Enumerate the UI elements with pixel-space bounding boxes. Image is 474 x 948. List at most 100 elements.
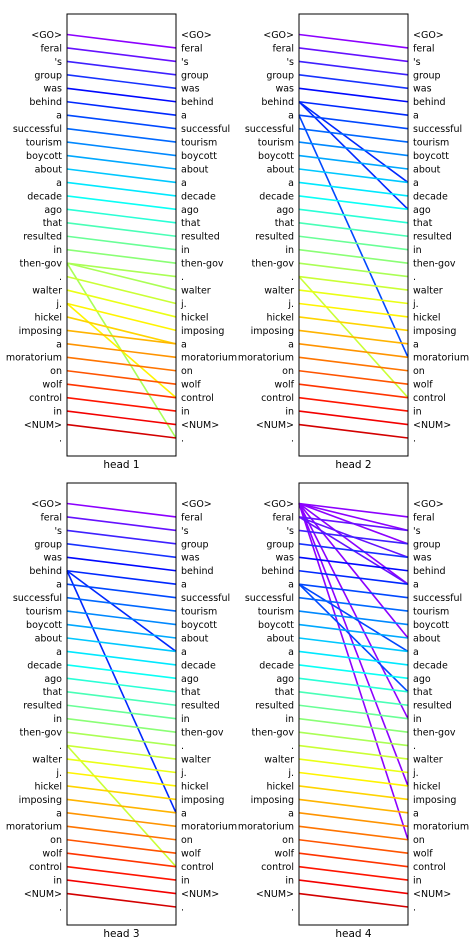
source-token: in (285, 407, 294, 418)
target-token: a (181, 580, 187, 591)
attention-link (298, 543, 409, 559)
attention-link (66, 369, 177, 385)
source-token: on (50, 366, 62, 377)
target-token: resulted (181, 701, 220, 712)
target-token: <NUM> (181, 420, 219, 431)
target-token: ago (413, 674, 431, 685)
target-token: a (181, 808, 187, 819)
attention-link (66, 664, 177, 680)
target-token: in (413, 245, 422, 256)
attention-link (66, 583, 177, 599)
source-token: j. (287, 768, 294, 779)
target-token: that (181, 218, 201, 229)
source-token: tourism (26, 607, 62, 618)
target-token: <GO> (413, 499, 444, 510)
source-token: on (282, 835, 294, 846)
source-token: feral (40, 512, 62, 523)
source-token: control (29, 393, 62, 404)
attention-link (298, 100, 409, 116)
source-token: group (266, 70, 294, 81)
source-token: group (266, 539, 294, 550)
target-token: imposing (413, 326, 456, 337)
target-token: . (413, 741, 416, 752)
attention-link (66, 222, 177, 238)
source-token: behind (261, 97, 294, 108)
attention-link (298, 503, 409, 720)
attention-link (66, 825, 177, 841)
attention-link (298, 302, 409, 318)
source-token: successful (13, 593, 62, 604)
source-token: successful (245, 124, 294, 135)
target-token: . (413, 272, 416, 283)
source-token: ago (276, 205, 294, 216)
attention-link (298, 785, 409, 801)
attention-link (66, 141, 177, 157)
attention-link (298, 771, 409, 787)
attention-link (66, 154, 177, 170)
source-token: was (275, 553, 294, 564)
target-token: boycott (413, 620, 449, 631)
source-token: that (275, 218, 295, 229)
source-token: 's (54, 526, 62, 537)
target-token: <NUM> (181, 889, 219, 900)
attention-link (298, 879, 409, 895)
source-token: imposing (19, 795, 62, 806)
source-token: that (275, 687, 295, 698)
target-token: successful (181, 593, 230, 604)
source-token: hickel (266, 781, 294, 792)
attention-link (298, 356, 409, 372)
target-token: resulted (181, 232, 220, 243)
target-token: wolf (413, 849, 433, 860)
source-token: <NUM> (24, 889, 62, 900)
source-token: . (59, 433, 62, 444)
attention-links (298, 502, 409, 908)
attention-link (298, 812, 409, 828)
source-token: <GO> (263, 499, 294, 510)
attention-link (298, 516, 409, 532)
attention-link (66, 356, 177, 372)
attention-link (66, 60, 177, 76)
target-token: tourism (413, 138, 449, 149)
target-token: decade (413, 660, 448, 671)
source-token: hickel (34, 312, 62, 323)
source-token: . (291, 433, 294, 444)
source-token: about (35, 633, 63, 644)
attention-link (298, 208, 409, 224)
attention-link (66, 289, 177, 318)
attention-link (66, 569, 177, 585)
attention-link (298, 289, 409, 305)
target-token: control (413, 393, 446, 404)
target-token: decade (181, 660, 216, 671)
target-token: ago (181, 674, 199, 685)
source-token: that (43, 218, 63, 229)
target-token: feral (413, 512, 435, 523)
source-token: feral (40, 43, 62, 54)
attention-link (298, 87, 409, 103)
attention-link (298, 114, 409, 358)
target-token: was (413, 84, 432, 95)
attention-link (298, 195, 409, 211)
source-token: control (29, 862, 62, 873)
source-token: . (291, 902, 294, 913)
target-token: was (413, 553, 432, 564)
source-token: in (53, 714, 62, 725)
attention-link (66, 329, 177, 345)
target-token: a (181, 647, 187, 658)
target-token: moratorium (413, 822, 469, 833)
attention-link (66, 650, 177, 666)
target-token: in (413, 876, 422, 887)
target-token: <NUM> (413, 420, 451, 431)
target-token: imposing (181, 795, 224, 806)
attention-link (66, 865, 177, 881)
attention-link (298, 60, 409, 76)
attention-link (298, 248, 409, 264)
source-token: moratorium (6, 353, 62, 364)
target-token: then-gov (413, 259, 456, 270)
target-token: then-gov (181, 728, 224, 739)
target-token: . (181, 272, 184, 283)
attention-link (298, 852, 409, 868)
source-token: group (34, 539, 62, 550)
attention-link (66, 771, 177, 787)
target-token: in (181, 407, 190, 418)
attention-link (66, 596, 177, 612)
